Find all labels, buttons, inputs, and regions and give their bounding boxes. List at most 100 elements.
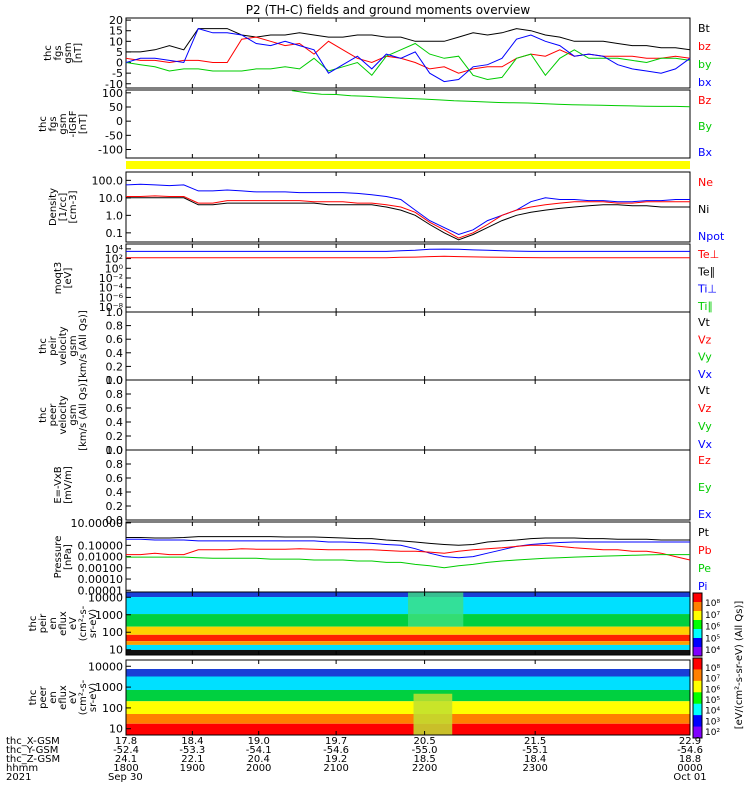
spectrogram-dropout (413, 693, 453, 735)
footer-row-label: thc_Y-GSM (6, 745, 58, 756)
spectrogram-band (126, 634, 690, 642)
colorbar-upper-swatch (693, 602, 702, 612)
y-axis-label: [km/s (All Qs)] (78, 379, 89, 451)
colorbar-upper-swatch (693, 638, 702, 648)
y-tick-label: -5 (112, 67, 123, 80)
footer-value: 18.4 (181, 736, 203, 747)
series-line-blue (125, 183, 690, 236)
y-tick-label: 0.8 (106, 320, 124, 333)
y-tick-label: 10⁴ (105, 243, 124, 256)
y-axis-label: thc (28, 616, 39, 632)
spectrogram-band (126, 676, 690, 690)
y-tick-label: 10000 (88, 660, 123, 673)
y-tick-label: 20 (109, 14, 123, 27)
spectrogram-dropout (408, 592, 464, 627)
y-tick-label: 0.01000 (78, 551, 124, 564)
footer-value: 2000 (246, 763, 271, 774)
series-line-red (126, 544, 691, 561)
y-axis-label: peer (48, 403, 59, 427)
legend-label: Pe (698, 562, 711, 575)
y-axis-label: gsm (68, 404, 79, 425)
y-axis-label: [km/s (All Qs)] (78, 310, 89, 382)
y-tick-label: 0.1 (106, 227, 124, 240)
legend-label: Ni (698, 203, 709, 216)
footer-row-label: thc_Z-GSM (6, 754, 60, 765)
y-tick-label: 50 (109, 101, 123, 114)
y-axis-label: fgs (48, 116, 59, 131)
footer-value: 21.5 (524, 736, 546, 747)
y-tick-label: 10 (109, 35, 123, 48)
y-tick-label: 0.0 (106, 444, 124, 457)
panel-frame (125, 17, 691, 89)
plot-title: P2 (TH-C) fields and ground moments over… (246, 3, 531, 17)
spectrogram-band (126, 714, 690, 724)
y-tick-label: 5 (116, 46, 123, 59)
y-tick-label: 0.6 (106, 333, 124, 346)
y-tick-label: 0.2 (106, 430, 124, 443)
y-axis-label: [eV] (63, 268, 74, 289)
y-axis-label: E=-VxB (53, 466, 64, 503)
legend-label: Ez (698, 454, 711, 467)
y-axis-label: gsm (63, 42, 74, 63)
spectrogram-band (126, 644, 690, 650)
y-tick-label: 10⁻⁴ (99, 282, 124, 295)
footer-value: 18.5 (413, 754, 435, 765)
footer-value: 19.0 (248, 736, 270, 747)
legend-label: Bt (698, 22, 711, 35)
y-tick-label: 0.00010 (78, 573, 124, 586)
footer-value: -54.6 (677, 745, 703, 756)
colorbar-lower-tick: 10⁵ (705, 696, 720, 706)
colorbar-lower-swatch (693, 669, 702, 682)
series-line-black (126, 536, 690, 546)
legend-label: Vx (698, 368, 713, 381)
spectrogram-band (126, 701, 690, 714)
y-tick-label: 0.4 (106, 347, 124, 360)
legend-label: Pt (698, 526, 710, 539)
legend-label: Ti⊥ (697, 283, 717, 296)
footer-value: 18.8 (679, 754, 701, 765)
colorbar-upper-swatch (693, 620, 702, 630)
y-tick-label: 100 (102, 702, 123, 715)
y-tick-label: 0.0 (106, 514, 124, 527)
footer-value: 17.8 (115, 736, 137, 747)
colorbar-lower-frame (692, 657, 703, 739)
colorbar-upper-tick: 10⁶ (705, 623, 720, 633)
legend-label: By (698, 120, 713, 133)
colorbar-upper-tick: 10⁷ (705, 611, 720, 621)
footer-value: 0000 (677, 763, 702, 774)
legend-label: Te⊥ (697, 248, 719, 261)
panel-10: 10000 1000 100 10 thc peer en eflux eV (cm²-s-sr-… (28, 659, 691, 736)
panel-frame (125, 243, 691, 313)
colorbar-upper-swatch (693, 593, 702, 603)
series-line-green (291, 90, 691, 108)
series-line-blue (126, 248, 690, 252)
panel-3: 100.0 10.0 1.0 0.1 Density [1/cc] [cm-3] Ne Ni Np… (48, 171, 725, 243)
y-tick-label: 0.10000 (78, 539, 124, 552)
y-axis-label: gsm (58, 113, 69, 134)
colorbar-upper-swatch (693, 647, 702, 657)
y-tick-label: 10⁻⁶ (99, 291, 124, 304)
legend-label: Vy (698, 420, 712, 433)
panel-frame (125, 591, 691, 656)
panel-2 (126, 161, 690, 169)
legend-label: Ne (698, 176, 713, 189)
y-tick-label: -50 (105, 129, 123, 142)
y-axis-label: gsm (68, 335, 79, 356)
colorbar-lower-tick: 10⁷ (705, 675, 720, 685)
series-line-blue (126, 538, 690, 559)
y-tick-label: 10⁻² (99, 272, 123, 285)
colorbar-lower-tick: 10² (705, 728, 720, 738)
footer-value: -54.1 (246, 745, 272, 756)
y-axis-label: (cm²-s- (78, 605, 89, 641)
footer-value: 20.5 (413, 736, 435, 747)
legend-label: bz (698, 40, 711, 53)
y-tick-label: 10.00000 (71, 517, 124, 530)
colorbar-lower-swatch (693, 715, 702, 728)
spectrogram-band (126, 641, 690, 645)
colorbar-lower-swatch (693, 726, 702, 739)
y-axis-label: eV (68, 691, 79, 704)
